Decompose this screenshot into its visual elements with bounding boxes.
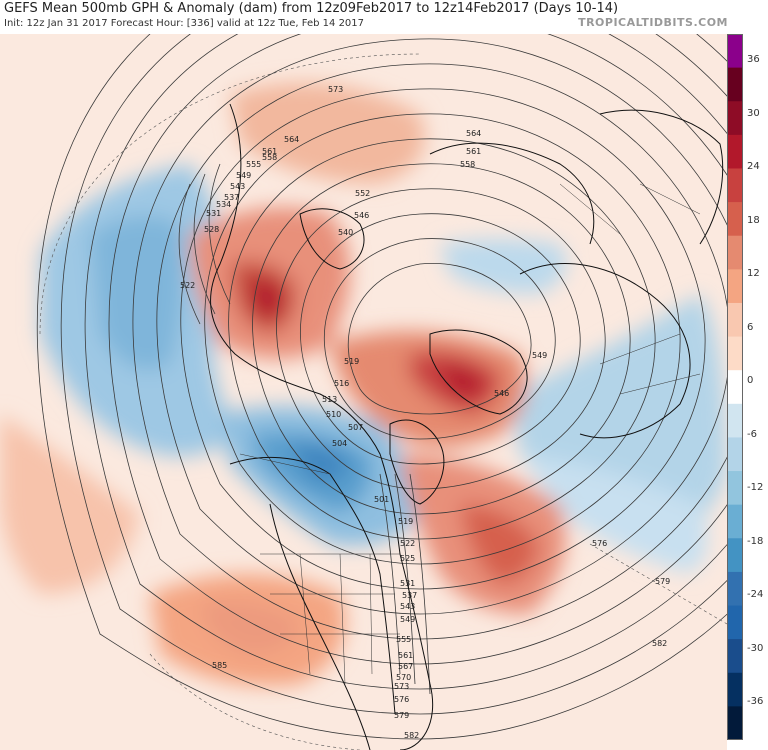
colorbar-segment xyxy=(727,302,743,338)
colorbar-tick-label: 18 xyxy=(747,214,760,226)
contour-labels: 573 564 561 558 555 549 543 537 534 531 … xyxy=(180,85,670,740)
brand-logo-text[interactable]: TROPICALTIDBITS.COM xyxy=(578,16,728,29)
graticule xyxy=(39,53,727,750)
contour-label: 519 xyxy=(344,357,359,366)
colorbar-segment xyxy=(727,605,743,640)
colorbar-segment xyxy=(727,370,743,405)
colorbar-tick-label: 6 xyxy=(747,321,754,333)
contour-label: 528 xyxy=(204,225,219,234)
anomaly-colorbar xyxy=(727,34,743,740)
colorbar-segment xyxy=(727,672,743,707)
contour-label: 516 xyxy=(334,379,349,388)
map-subtitle: Init: 12z Jan 31 2017 Forecast Hour: [33… xyxy=(4,18,365,29)
colorbar-segment xyxy=(727,538,743,573)
colorbar-tick-label: -18 xyxy=(747,535,764,547)
colorbar-segment xyxy=(727,269,743,304)
contour-label: 582 xyxy=(404,731,419,740)
contour-label: 543 xyxy=(400,602,415,611)
colorbar-segment xyxy=(727,706,743,740)
contour-label: 531 xyxy=(206,209,221,218)
contour-label: 549 xyxy=(532,351,547,360)
colorbar-tick-label: -6 xyxy=(747,428,757,440)
contour-label: 549 xyxy=(236,171,251,180)
contour-label: 537 xyxy=(402,591,417,600)
contour-label: 519 xyxy=(398,517,413,526)
state-borders xyxy=(239,183,701,685)
contour-label: 522 xyxy=(400,539,415,548)
colorbar-segment xyxy=(727,168,743,203)
contour-label: 561 xyxy=(262,147,277,156)
contour-label: 546 xyxy=(494,389,509,398)
contour-label: 501 xyxy=(374,495,389,504)
contour-label: 582 xyxy=(652,639,667,648)
colorbar-tick-label: -24 xyxy=(747,589,764,600)
contour-label: 567 xyxy=(398,662,413,671)
colorbar-segment xyxy=(727,403,743,438)
colorbar-segment xyxy=(727,437,743,472)
header: GEFS Mean 500mb GPH & Anomaly (dam) from… xyxy=(0,0,768,34)
contour-label: 561 xyxy=(398,651,413,660)
contour-label: 549 xyxy=(400,615,415,624)
contour-label: 522 xyxy=(180,281,195,290)
contour-label: 555 xyxy=(396,635,411,644)
contour-label: 573 xyxy=(394,682,409,691)
map-title: GEFS Mean 500mb GPH & Anomaly (dam) from… xyxy=(4,1,619,16)
contour-label: 570 xyxy=(396,673,411,682)
contour-label: 576 xyxy=(394,695,409,704)
contour-label: 510 xyxy=(326,410,341,419)
colorbar-tick-label: -30 xyxy=(747,642,764,654)
colorbar-segment xyxy=(727,67,743,102)
colorbar-segment xyxy=(727,504,743,539)
colorbar-segment xyxy=(727,639,743,674)
colorbar-tick-label: -36 xyxy=(747,696,764,707)
colorbar-tick-label: -12 xyxy=(747,482,764,493)
contour-label: 585 xyxy=(212,661,227,670)
contour-label: 564 xyxy=(466,129,481,138)
contour-label: 576 xyxy=(592,539,607,548)
contour-label: 555 xyxy=(246,160,261,169)
colorbar-tick-label: 0 xyxy=(747,375,754,386)
colorbar-tick-label: 12 xyxy=(747,268,760,279)
colorbar-segment xyxy=(727,202,743,237)
contour-label: 558 xyxy=(460,160,475,169)
colorbar-segment xyxy=(727,134,743,169)
contour-label: 504 xyxy=(332,439,347,448)
contour-label: 531 xyxy=(400,579,415,588)
colorbar-tick-label: 36 xyxy=(747,54,760,65)
contour-label: 537 xyxy=(224,193,239,202)
colorbar-segment xyxy=(727,101,743,136)
colorbar-tick-label: 24 xyxy=(747,161,760,172)
map-canvas: 573 564 561 558 555 549 543 537 534 531 … xyxy=(0,34,727,750)
anomaly-shading xyxy=(0,82,727,686)
contour-label: 561 xyxy=(466,147,481,156)
contour-label: 513 xyxy=(322,395,337,404)
contour-label: 540 xyxy=(338,228,353,237)
colorbar-border xyxy=(727,34,743,740)
contour-label: 558 xyxy=(262,153,277,162)
height-contours xyxy=(36,34,727,740)
contour-label: 573 xyxy=(328,85,343,94)
contour-label: 525 xyxy=(400,554,415,563)
colorbar-segment xyxy=(727,471,743,506)
colorbar-segment xyxy=(727,34,743,69)
contour-label: 579 xyxy=(394,711,409,720)
contour-label: 552 xyxy=(355,189,370,198)
contour-label: 564 xyxy=(284,135,299,144)
contour-label: 579 xyxy=(655,577,670,586)
colorbar-tick-label: 30 xyxy=(747,107,760,119)
colorbar-segment xyxy=(727,571,743,607)
contour-label: 543 xyxy=(230,182,245,191)
contour-label: 546 xyxy=(354,211,369,220)
colorbar-segment xyxy=(727,336,743,371)
contour-label: 507 xyxy=(348,423,363,432)
colorbar-segment xyxy=(727,235,743,270)
contour-label: 534 xyxy=(216,200,231,209)
